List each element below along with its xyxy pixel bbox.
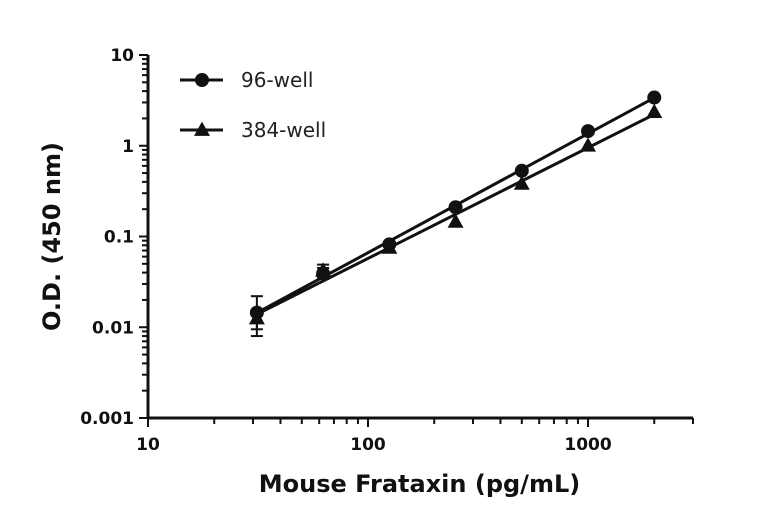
data-point — [514, 163, 529, 178]
y-tick-label: 10 — [110, 46, 134, 66]
x-tick-label: 1000 — [564, 435, 611, 455]
y-tick-label: 0.001 — [80, 409, 134, 429]
legend: 96-well 384-well — [180, 68, 326, 142]
legend-label: 96-well — [241, 68, 313, 92]
data-point — [448, 200, 463, 215]
legend-marker — [194, 121, 210, 136]
y-tick-label: 0.01 — [92, 318, 134, 338]
data-point — [581, 124, 596, 139]
legend-item-96-well: 96-well — [180, 68, 313, 92]
data-point — [315, 262, 332, 277]
legend-label: 384-well — [241, 118, 326, 142]
y-tick-label: 1 — [122, 137, 134, 157]
x-axis-title: Mouse Frataxin (pg/mL) — [259, 470, 580, 498]
axes: 10 100 1000 0.001 0.01 0.1 1 10 — [80, 46, 694, 455]
x-tick-label: 100 — [350, 435, 386, 455]
series-layer — [248, 90, 663, 338]
legend-item-384-well: 384-well — [180, 118, 326, 142]
data-point — [447, 213, 464, 228]
data-point — [647, 90, 662, 105]
y-axis-title: O.D. (450 nm) — [38, 142, 66, 331]
x-tick-label: 10 — [136, 435, 160, 455]
legend-marker — [195, 73, 209, 87]
data-point — [646, 103, 663, 118]
data-point — [248, 310, 265, 325]
data-point — [381, 239, 398, 254]
y-tick-label: 0.1 — [104, 228, 134, 248]
data-point — [580, 137, 597, 152]
data-point — [513, 175, 530, 190]
series-384-well — [248, 103, 663, 331]
